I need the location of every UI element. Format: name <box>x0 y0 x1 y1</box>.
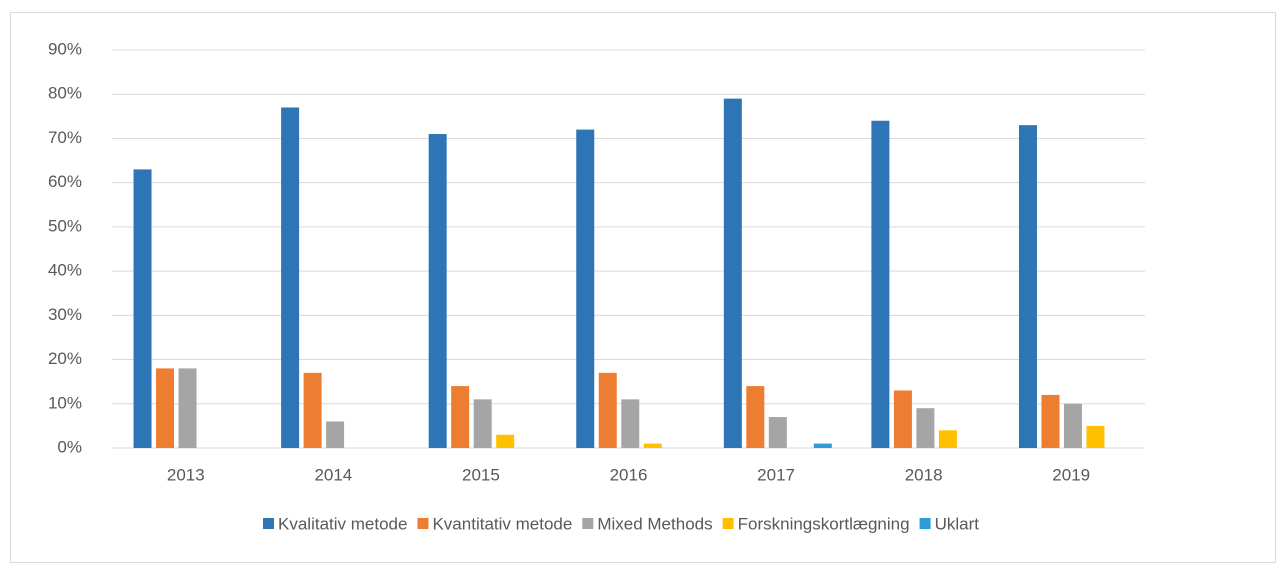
y-tick-label: 10% <box>48 393 82 412</box>
x-tick-label: 2016 <box>610 465 648 484</box>
bar <box>746 386 765 448</box>
legend-swatch <box>582 518 594 529</box>
bar <box>576 129 595 448</box>
x-tick-label: 2015 <box>462 465 500 484</box>
legend-swatch <box>919 518 931 529</box>
bar <box>326 421 345 448</box>
y-tick-label: 0% <box>57 437 82 456</box>
bar <box>598 372 617 448</box>
y-tick-label: 60% <box>48 172 82 191</box>
bar <box>1041 394 1060 448</box>
legend-swatch <box>722 518 734 529</box>
bar <box>723 98 742 449</box>
bar <box>451 386 470 448</box>
bar <box>643 443 662 448</box>
bar <box>303 372 322 448</box>
x-tick-label: 2017 <box>757 465 795 484</box>
chart-border <box>10 12 1276 563</box>
legend-swatch <box>263 518 275 529</box>
y-tick-label: 90% <box>48 39 82 58</box>
bar <box>621 399 640 448</box>
bar <box>893 390 912 448</box>
legend-label: Uklart <box>935 514 980 533</box>
y-tick-label: 40% <box>48 261 82 280</box>
x-tick-label: 2018 <box>905 465 943 484</box>
bar <box>813 443 832 448</box>
bar <box>871 120 890 448</box>
y-tick-label: 70% <box>48 128 82 147</box>
bar <box>938 430 957 448</box>
x-tick-label: 2019 <box>1052 465 1090 484</box>
legend-label: Mixed Methods <box>597 514 712 533</box>
bar <box>1063 403 1082 448</box>
y-tick-label: 80% <box>48 84 82 103</box>
legend-swatch <box>417 518 429 529</box>
bar <box>428 134 447 448</box>
bar <box>768 417 787 448</box>
bar <box>496 434 515 448</box>
bar <box>178 368 197 448</box>
y-tick-label: 20% <box>48 349 82 368</box>
bar <box>1018 125 1037 448</box>
legend-label: Kvantitativ metode <box>432 514 572 533</box>
bar <box>473 399 492 448</box>
legend-label: Kvalitativ metode <box>278 514 407 533</box>
y-tick-label: 50% <box>48 216 82 235</box>
legend-label: Forskningskortlægning <box>738 514 910 533</box>
bar <box>133 169 152 448</box>
bar <box>1086 425 1105 448</box>
bar <box>281 107 300 448</box>
x-tick-label: 2013 <box>167 465 205 484</box>
y-tick-label: 30% <box>48 305 82 324</box>
bar <box>916 408 935 448</box>
x-tick-label: 2014 <box>314 465 352 484</box>
bar <box>156 368 175 448</box>
